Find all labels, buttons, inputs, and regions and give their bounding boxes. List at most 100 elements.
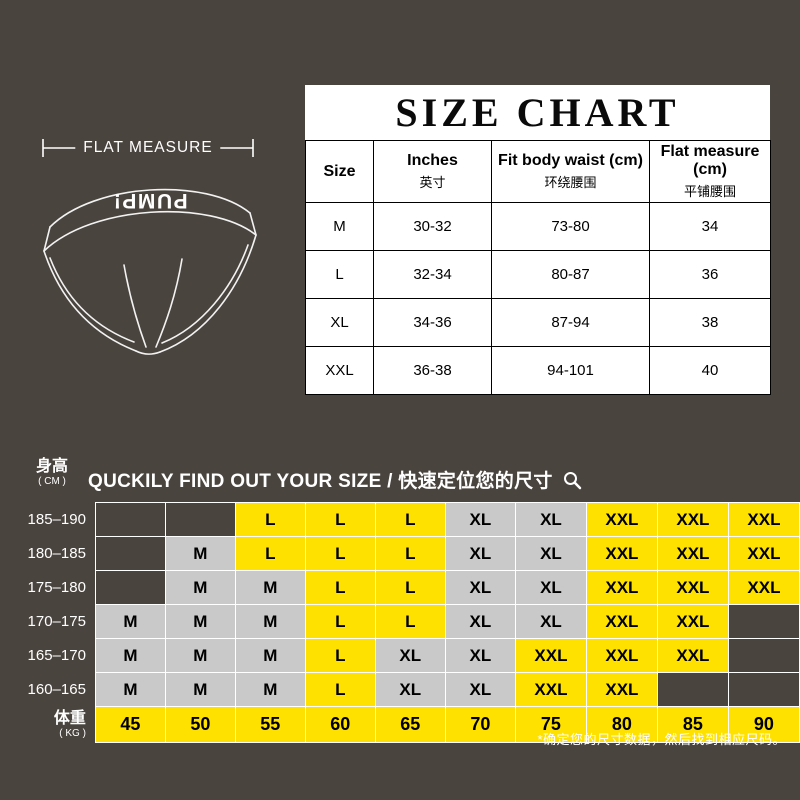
size-cell: XXL <box>585 604 658 639</box>
size-cell: XL <box>444 672 516 707</box>
size-cell: L <box>304 638 376 673</box>
empty-cell <box>94 570 166 605</box>
size-cell: XXL <box>514 672 587 707</box>
size-name-cell: L <box>305 250 374 299</box>
waistband-right-cap <box>249 212 257 236</box>
weight-cell: 90 <box>727 706 800 743</box>
size-cell: XL <box>514 502 587 537</box>
column-header: Flat measure (cm) 平铺腰围 <box>649 140 771 203</box>
flat-measure-label: FLAT MEASURE <box>75 139 221 157</box>
size-cell: XXL <box>585 638 658 673</box>
finder-grid: 185–190 L L L XL XL XXL XXL XXL 180–185 M L L L XL XL XX… <box>16 502 800 743</box>
weight-cell: 75 <box>514 706 587 743</box>
right-leg-outline <box>159 234 257 353</box>
size-cell: L <box>304 570 376 605</box>
size-cell: L <box>304 672 376 707</box>
height-range-label: 170–175 <box>27 613 86 630</box>
size-value-cell: 34 <box>649 202 771 251</box>
brand-logo: PUMP! <box>112 189 187 212</box>
height-range-label: 185–190 <box>27 511 86 528</box>
weight-axis-label: 体重( KG ) <box>53 710 86 739</box>
size-cell: XL <box>514 604 587 639</box>
empty-cell <box>727 672 800 707</box>
size-value-cell: 38 <box>649 298 771 347</box>
height-axis-text: 身高 <box>35 458 68 475</box>
size-chart-title: SIZE CHART <box>395 90 680 135</box>
flat-measure-annotation: FLAT MEASURE <box>42 136 254 160</box>
weight-cell: 55 <box>234 706 306 743</box>
empty-cell <box>727 638 800 673</box>
size-cell: L <box>374 604 446 639</box>
size-cell: M <box>164 570 236 605</box>
height-axis-unit: ( CM ) <box>38 476 66 488</box>
weight-cell: 80 <box>585 706 658 743</box>
size-cell: M <box>234 604 306 639</box>
size-cell: L <box>304 604 376 639</box>
finder-row: 165–170 M M M L XL XL XXL XXL XXL <box>16 638 800 673</box>
size-cell: L <box>374 570 446 605</box>
size-cell: XL <box>374 638 446 673</box>
size-cell: XXL <box>656 638 729 673</box>
size-value-cell: 94-101 <box>491 346 650 395</box>
size-cell: M <box>94 672 166 707</box>
height-range-label: 165–170 <box>27 647 86 664</box>
size-chart-row: XXL 36-38 94-101 40 <box>305 346 771 395</box>
height-range-label: 175–180 <box>27 579 86 596</box>
right-leg-seam <box>161 244 249 344</box>
weight-row: 体重( KG ) 45 50 55 60 65 70 75 80 85 90 <box>16 706 800 743</box>
size-cell: XXL <box>585 570 658 605</box>
size-name-cell: XXL <box>305 346 374 395</box>
size-chart-row: XL 34-36 87-94 38 <box>305 298 771 347</box>
size-value-cell: 34-36 <box>373 298 492 347</box>
empty-cell <box>656 672 729 707</box>
finder-title: QUCKILY FIND OUT YOUR SIZE / 快速定位您的尺寸 <box>88 466 582 493</box>
waistband-left-cap <box>43 226 51 252</box>
size-value-cell: 80-87 <box>491 250 650 299</box>
size-cell: L <box>304 536 376 571</box>
waistband-bottom-edge <box>43 210 257 252</box>
weight-cell: 45 <box>94 706 166 743</box>
empty-cell <box>94 502 166 537</box>
size-cell: XL <box>444 638 516 673</box>
size-cell: XXL <box>514 638 587 673</box>
waistband-top-edge <box>49 188 251 228</box>
size-cell: L <box>374 502 446 537</box>
empty-cell <box>164 502 236 537</box>
column-header: Size <box>305 140 374 203</box>
briefs-drawing: PUMP! <box>43 188 257 355</box>
size-cell: M <box>94 638 166 673</box>
size-cell: XL <box>444 604 516 639</box>
size-value-cell: 87-94 <box>491 298 650 347</box>
pouch-seam-right <box>155 258 183 348</box>
size-cell: XXL <box>656 536 729 571</box>
size-cell: XXL <box>727 536 800 571</box>
weight-cell: 50 <box>164 706 236 743</box>
size-name-cell: M <box>305 202 374 251</box>
size-chart-table: Size Inches 英寸 Fit body waist (cm) 环绕腰围 Flat … <box>305 140 771 395</box>
size-cell: M <box>164 672 236 707</box>
column-header: Inches 英寸 <box>373 140 492 203</box>
height-range-label: 180–185 <box>27 545 86 562</box>
size-value-cell: 73-80 <box>491 202 650 251</box>
size-cell: L <box>304 502 376 537</box>
size-cell: M <box>164 604 236 639</box>
size-cell: M <box>234 570 306 605</box>
size-cell: XL <box>444 536 516 571</box>
size-cell: XXL <box>656 502 729 537</box>
size-cell: XXL <box>585 502 658 537</box>
size-cell: M <box>234 672 306 707</box>
height-range-label: 160–165 <box>27 681 86 698</box>
weight-cell: 70 <box>444 706 516 743</box>
left-leg-outline <box>43 250 137 352</box>
size-cell: L <box>374 536 446 571</box>
size-cell: XXL <box>727 570 800 605</box>
weight-cell: 65 <box>374 706 446 743</box>
size-chart-row: M 30-32 73-80 34 <box>305 202 771 251</box>
crotch-outline <box>135 350 161 355</box>
size-cell: XXL <box>585 672 658 707</box>
height-axis-label: 身高 ( CM ) <box>24 458 80 488</box>
pouch-seam-left <box>123 264 147 348</box>
column-header: Fit body waist (cm) 环绕腰围 <box>491 140 650 203</box>
size-chart-header-row: Size Inches 英寸 Fit body waist (cm) 环绕腰围 Flat … <box>305 140 771 203</box>
size-cell: XL <box>444 570 516 605</box>
